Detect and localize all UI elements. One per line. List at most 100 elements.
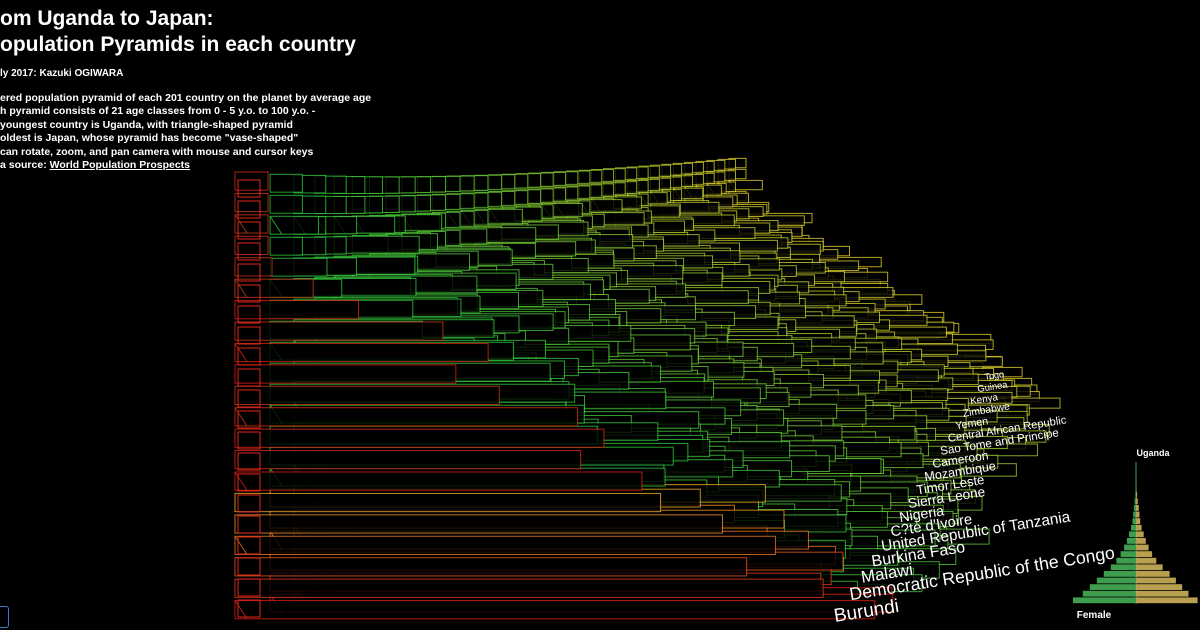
pyramid-box xyxy=(854,144,867,152)
pyramid-box xyxy=(1075,114,1078,116)
pyramid-box xyxy=(237,473,261,492)
title-line: opulation Pyramids in each country xyxy=(0,33,356,56)
pyramid-box xyxy=(782,172,808,181)
pyramid-box xyxy=(1075,119,1083,121)
pyramid-box xyxy=(933,145,948,151)
pyramid-bar xyxy=(1136,505,1139,511)
pyramid-box xyxy=(234,492,662,513)
control-button[interactable] xyxy=(0,606,9,628)
pyramid-box xyxy=(761,155,778,164)
pyramid-box xyxy=(1028,124,1034,127)
pyramid-box xyxy=(1056,136,1079,139)
pyramid-box xyxy=(234,192,269,213)
pyramid-box xyxy=(1038,119,1043,123)
pyramid-box xyxy=(943,138,952,144)
pyramid-box xyxy=(1019,132,1035,136)
pyramid-box xyxy=(761,175,778,185)
pyramid-box xyxy=(333,235,420,254)
pyramid-box xyxy=(1010,127,1016,131)
pyramid-box xyxy=(1019,148,1059,152)
pyramid-box xyxy=(269,215,320,235)
pyramid-box xyxy=(1028,121,1034,124)
pyramid-box xyxy=(1075,115,1078,118)
pyramid-bar xyxy=(1136,590,1189,597)
pyramid-box xyxy=(874,163,886,171)
pyramid-box xyxy=(1075,117,1078,119)
pyramid-box xyxy=(1000,155,1040,159)
pyramid-box xyxy=(750,156,767,166)
pyramid-box xyxy=(1038,125,1047,128)
pyramid-box xyxy=(844,169,859,177)
pyramid-box xyxy=(803,150,818,159)
pyramid-box xyxy=(884,175,938,182)
inset-title: Uganda xyxy=(1136,448,1170,458)
pyramid-box xyxy=(1047,130,1063,133)
pyramid-box xyxy=(761,165,778,175)
pyramid-box xyxy=(953,147,962,152)
pyramid-box xyxy=(1010,123,1016,127)
pyramid-box xyxy=(844,153,857,161)
pyramid-box xyxy=(924,147,934,153)
pyramid-box xyxy=(1010,137,1026,141)
pyramid-box xyxy=(1000,132,1007,137)
pyramid-box xyxy=(854,160,867,167)
pyramid-box xyxy=(1000,147,1025,152)
pyramid-box xyxy=(1010,145,1038,149)
pyramid-box xyxy=(750,166,767,176)
pyramid-box xyxy=(834,147,848,155)
pyramid-box xyxy=(1065,146,1109,149)
pyramid-box xyxy=(1065,125,1078,127)
pyramid-box xyxy=(904,144,915,151)
pyramid-box xyxy=(874,149,886,156)
pyramid-box xyxy=(1000,159,1051,163)
pyramid-edge xyxy=(269,216,283,235)
pyramid-box xyxy=(1000,125,1007,129)
pyramid-box xyxy=(1056,123,1063,126)
pyramid-box xyxy=(237,410,261,429)
pyramid-bar xyxy=(1135,491,1136,498)
pyramid-box xyxy=(953,157,988,162)
pyramid-box xyxy=(943,160,965,165)
pyramid-edge xyxy=(234,536,248,555)
pyramid-box xyxy=(1047,133,1067,136)
pyramid-box xyxy=(874,156,886,163)
pyramid-box xyxy=(234,535,776,555)
desc-line: ered population pyramid of each 201 coun… xyxy=(0,92,372,104)
pyramid-box xyxy=(1047,143,1082,146)
pyramid-box xyxy=(772,163,788,173)
pyramid-box xyxy=(772,154,788,163)
pyramid-bar xyxy=(1120,551,1136,557)
pyramid-box xyxy=(894,139,906,146)
pyramid-box xyxy=(894,179,944,186)
pyramid-box xyxy=(972,143,985,147)
pyramid-box xyxy=(894,146,906,153)
pyramid-box xyxy=(237,452,261,471)
pyramid-box xyxy=(234,407,578,427)
pyramid-box xyxy=(981,145,996,149)
pyramid-edge xyxy=(234,407,248,427)
pyramid-box xyxy=(1075,124,1088,126)
pyramid-box xyxy=(813,175,828,184)
pyramid-box xyxy=(1075,132,1100,135)
pyramid-bar xyxy=(1136,531,1144,538)
pyramid-bar xyxy=(1082,590,1136,597)
country-label: Togo xyxy=(984,369,1005,382)
pyramid-box xyxy=(782,181,827,191)
pyramid-edge xyxy=(234,471,248,491)
pyramid-box xyxy=(1056,121,1061,124)
pyramid-bar xyxy=(1103,571,1136,577)
pyramid-box xyxy=(1047,120,1052,123)
pyramid-box xyxy=(953,142,967,147)
pyramid-box xyxy=(237,347,261,366)
pyramid-box xyxy=(991,138,998,143)
pyramid-box xyxy=(824,173,863,182)
pyramid-box xyxy=(864,151,877,158)
pyramid-box xyxy=(824,156,838,165)
byline: ly 2017: Kazuki OGIWARA xyxy=(0,68,124,79)
pyramid-box xyxy=(962,149,980,155)
pyramid-box xyxy=(1056,132,1079,135)
pyramid-box xyxy=(1056,156,1113,159)
source-link[interactable]: World Population Prospects xyxy=(49,159,191,172)
country-label: Nigeria xyxy=(898,503,945,526)
